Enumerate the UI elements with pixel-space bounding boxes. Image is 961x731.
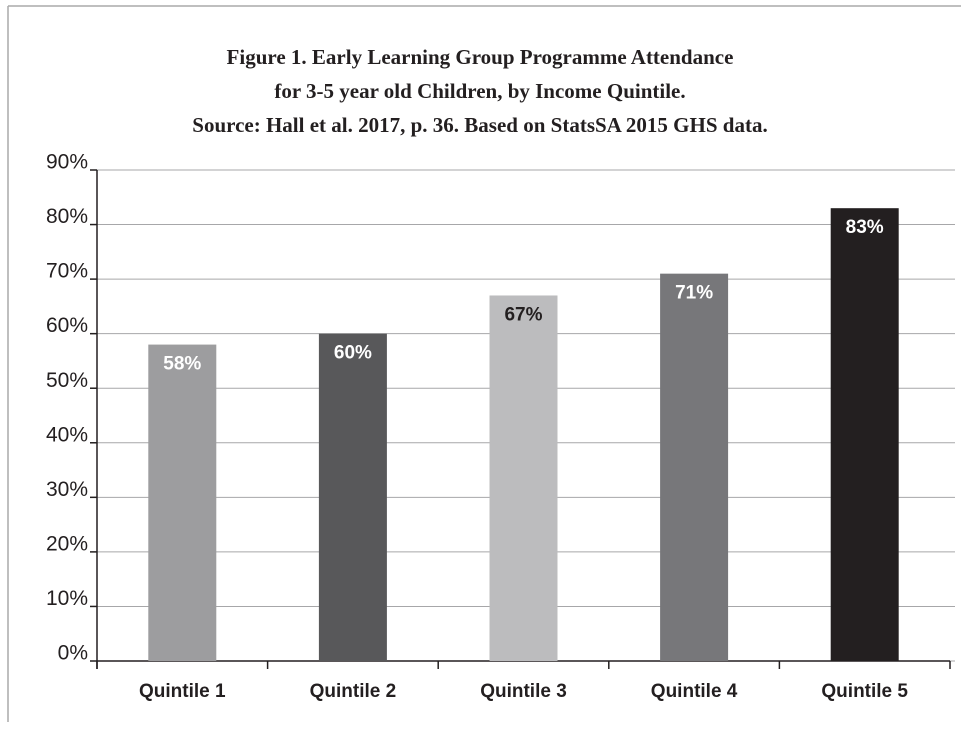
x-tick-label: Quintile 2 bbox=[310, 681, 397, 702]
y-tick-label: 30% bbox=[46, 478, 88, 501]
y-tick-label: 0% bbox=[58, 642, 88, 665]
value-label: 71% bbox=[675, 283, 713, 304]
y-tick-label: 40% bbox=[46, 423, 88, 446]
chart-title: Source: Hall et al. 2017, p. 36. Based o… bbox=[192, 113, 767, 137]
y-tick-label: 60% bbox=[46, 314, 88, 337]
y-tick-label: 10% bbox=[46, 587, 88, 610]
y-tick-label: 20% bbox=[46, 532, 88, 555]
bar bbox=[830, 208, 899, 661]
x-tick-label: Quintile 5 bbox=[821, 681, 908, 702]
chart-title: Figure 1. Early Learning Group Programme… bbox=[227, 45, 734, 69]
x-tick-label: Quintile 1 bbox=[139, 681, 226, 702]
y-tick-label: 70% bbox=[46, 260, 88, 283]
bar bbox=[148, 344, 217, 661]
x-tick-label: Quintile 3 bbox=[480, 681, 567, 702]
x-tick-label: Quintile 4 bbox=[651, 681, 738, 702]
y-tick-label: 80% bbox=[46, 205, 88, 228]
bar bbox=[318, 333, 387, 661]
y-tick-label: 50% bbox=[46, 369, 88, 392]
y-tick-label: 90% bbox=[46, 151, 88, 174]
value-label: 83% bbox=[846, 217, 884, 238]
value-label: 58% bbox=[163, 354, 201, 375]
value-label: 67% bbox=[504, 304, 542, 325]
bar bbox=[660, 273, 729, 661]
bar bbox=[489, 295, 558, 661]
chart-title: for 3-5 year old Children, by Income Qui… bbox=[274, 79, 685, 103]
value-label: 60% bbox=[334, 343, 372, 364]
